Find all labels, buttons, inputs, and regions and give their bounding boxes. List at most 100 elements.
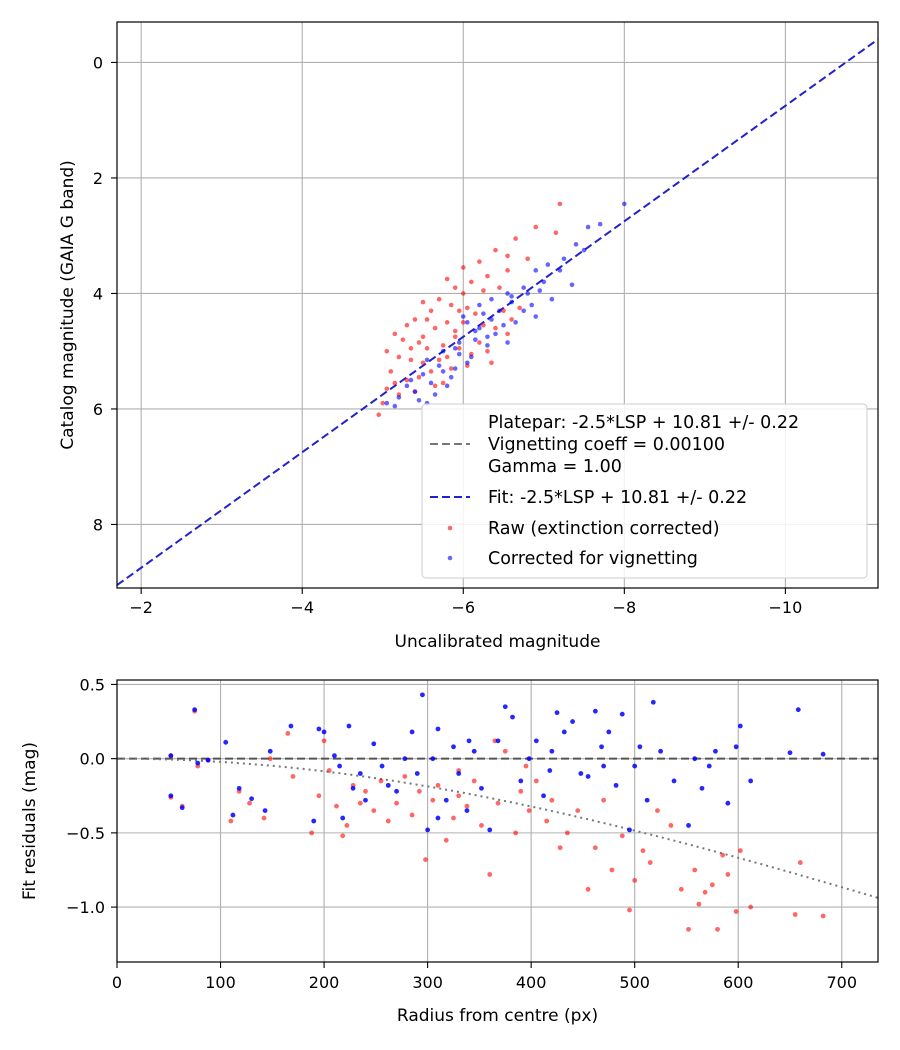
corrected-point: [412, 389, 418, 394]
residual-raw-point: [686, 926, 691, 932]
corrected-point: [432, 392, 438, 397]
residual-raw-point: [471, 778, 477, 784]
corrected-point: [477, 325, 482, 331]
residual-raw-point: [715, 926, 720, 932]
raw-point: [533, 224, 539, 230]
residual-raw-point: [416, 788, 422, 794]
corrected-point: [396, 395, 402, 400]
bottom-x-tick-label: 0: [112, 973, 122, 992]
residual-corrected-point: [585, 774, 591, 779]
residual-corrected-point: [570, 719, 575, 724]
raw-point: [452, 328, 458, 334]
residual-raw-point: [394, 800, 399, 806]
residual-raw-point: [627, 907, 632, 913]
residual-corrected-point: [487, 827, 493, 833]
residual-corrected-point: [686, 823, 691, 828]
residual-corrected-point: [456, 771, 462, 776]
raw-point: [477, 259, 482, 264]
residual-corrected-point: [820, 751, 826, 757]
bottom-plot-lines: [117, 757, 878, 899]
residual-corrected-point: [713, 748, 718, 754]
raw-point: [501, 308, 506, 314]
residual-raw-point: [575, 808, 581, 814]
corrected-point: [581, 247, 587, 253]
corrected-point: [489, 296, 494, 302]
corrected-point: [420, 372, 426, 377]
bottom-y-tick-label: 0.5: [80, 675, 105, 694]
corrected-point: [465, 360, 470, 366]
bottom-plot-panel: 0 100 200 300 400 500 600 700 0.5 0.0 −0.5 −1.0 Rad…: [20, 675, 879, 1026]
raw-point: [448, 366, 454, 371]
raw-point: [408, 346, 414, 351]
residual-corrected-point: [267, 748, 273, 754]
raw-point: [420, 334, 426, 340]
residual-corrected-point: [363, 797, 368, 803]
corrected-point: [497, 308, 502, 314]
raw-point: [452, 285, 458, 290]
residual-raw-point: [495, 800, 501, 806]
residual-raw-point: [720, 852, 726, 858]
residual-corrected-point: [346, 723, 352, 729]
residual-corrected-point: [632, 763, 638, 769]
corrected-point: [505, 340, 510, 345]
corrected-point: [493, 331, 498, 337]
bottom-x-tick-label: 400: [516, 973, 547, 992]
residual-corrected-point: [658, 748, 663, 754]
residual-corrected-point: [379, 763, 385, 769]
residual-raw-point: [513, 830, 519, 836]
corrected-point: [416, 397, 422, 403]
raw-point: [481, 322, 486, 328]
residual-corrected-point: [430, 756, 436, 762]
corrected-point: [485, 334, 490, 340]
residual-corrected-point: [733, 744, 739, 750]
corrected-point: [573, 242, 579, 247]
corrected-point: [477, 302, 482, 308]
residual-corrected-point: [195, 760, 201, 766]
legend: Platepar: -2.5*LSP + 10.81 +/- 0.22Vigne…: [421, 403, 868, 579]
residual-raw-point: [340, 833, 346, 839]
raw-point: [493, 325, 498, 331]
corrected-point: [513, 320, 518, 325]
top-plot-lines: [117, 38, 878, 586]
top-plot-points: [376, 201, 627, 418]
legend-point-swatch: [447, 555, 453, 561]
raw-point: [509, 317, 514, 322]
corrected-point: [456, 351, 462, 357]
corrected-point: [509, 294, 514, 299]
residual-raw-point: [378, 778, 384, 784]
residual-raw-point: [334, 803, 339, 809]
residual-raw-point: [632, 877, 638, 883]
bottom-x-tick-label: 500: [619, 973, 650, 992]
residual-corrected-point: [787, 750, 793, 756]
residual-corrected-point: [425, 827, 431, 833]
raw-point: [408, 357, 414, 363]
residual-raw-point: [526, 808, 532, 814]
corrected-point: [561, 256, 567, 262]
residual-corrected-point: [435, 726, 441, 732]
residual-raw-point: [609, 867, 615, 873]
residual-raw-point: [523, 763, 529, 769]
residual-corrected-point: [471, 748, 477, 754]
raw-point: [416, 374, 422, 380]
legend-label: Fit: -2.5*LSP + 10.81 +/- 0.22: [488, 488, 747, 508]
residual-raw-point: [678, 886, 684, 892]
residual-corrected-point: [619, 711, 625, 717]
corrected-point: [597, 221, 603, 227]
residual-raw-point: [792, 912, 798, 917]
raw-point: [465, 305, 470, 311]
residual-corrected-point: [316, 726, 322, 732]
corrected-point: [521, 285, 526, 290]
residual-raw-point: [285, 731, 291, 736]
raw-point: [477, 340, 482, 345]
corrected-point: [465, 320, 470, 325]
residual-raw-point: [737, 848, 743, 854]
legend-box: [421, 403, 868, 579]
residual-raw-point: [443, 837, 449, 843]
raw-point: [420, 360, 426, 366]
residual-corrected-point: [168, 793, 174, 799]
residual-raw-point: [261, 815, 267, 821]
bottom-x-tick-label: 700: [826, 973, 857, 992]
raw-point: [456, 346, 462, 351]
residual-raw-point: [640, 848, 646, 854]
